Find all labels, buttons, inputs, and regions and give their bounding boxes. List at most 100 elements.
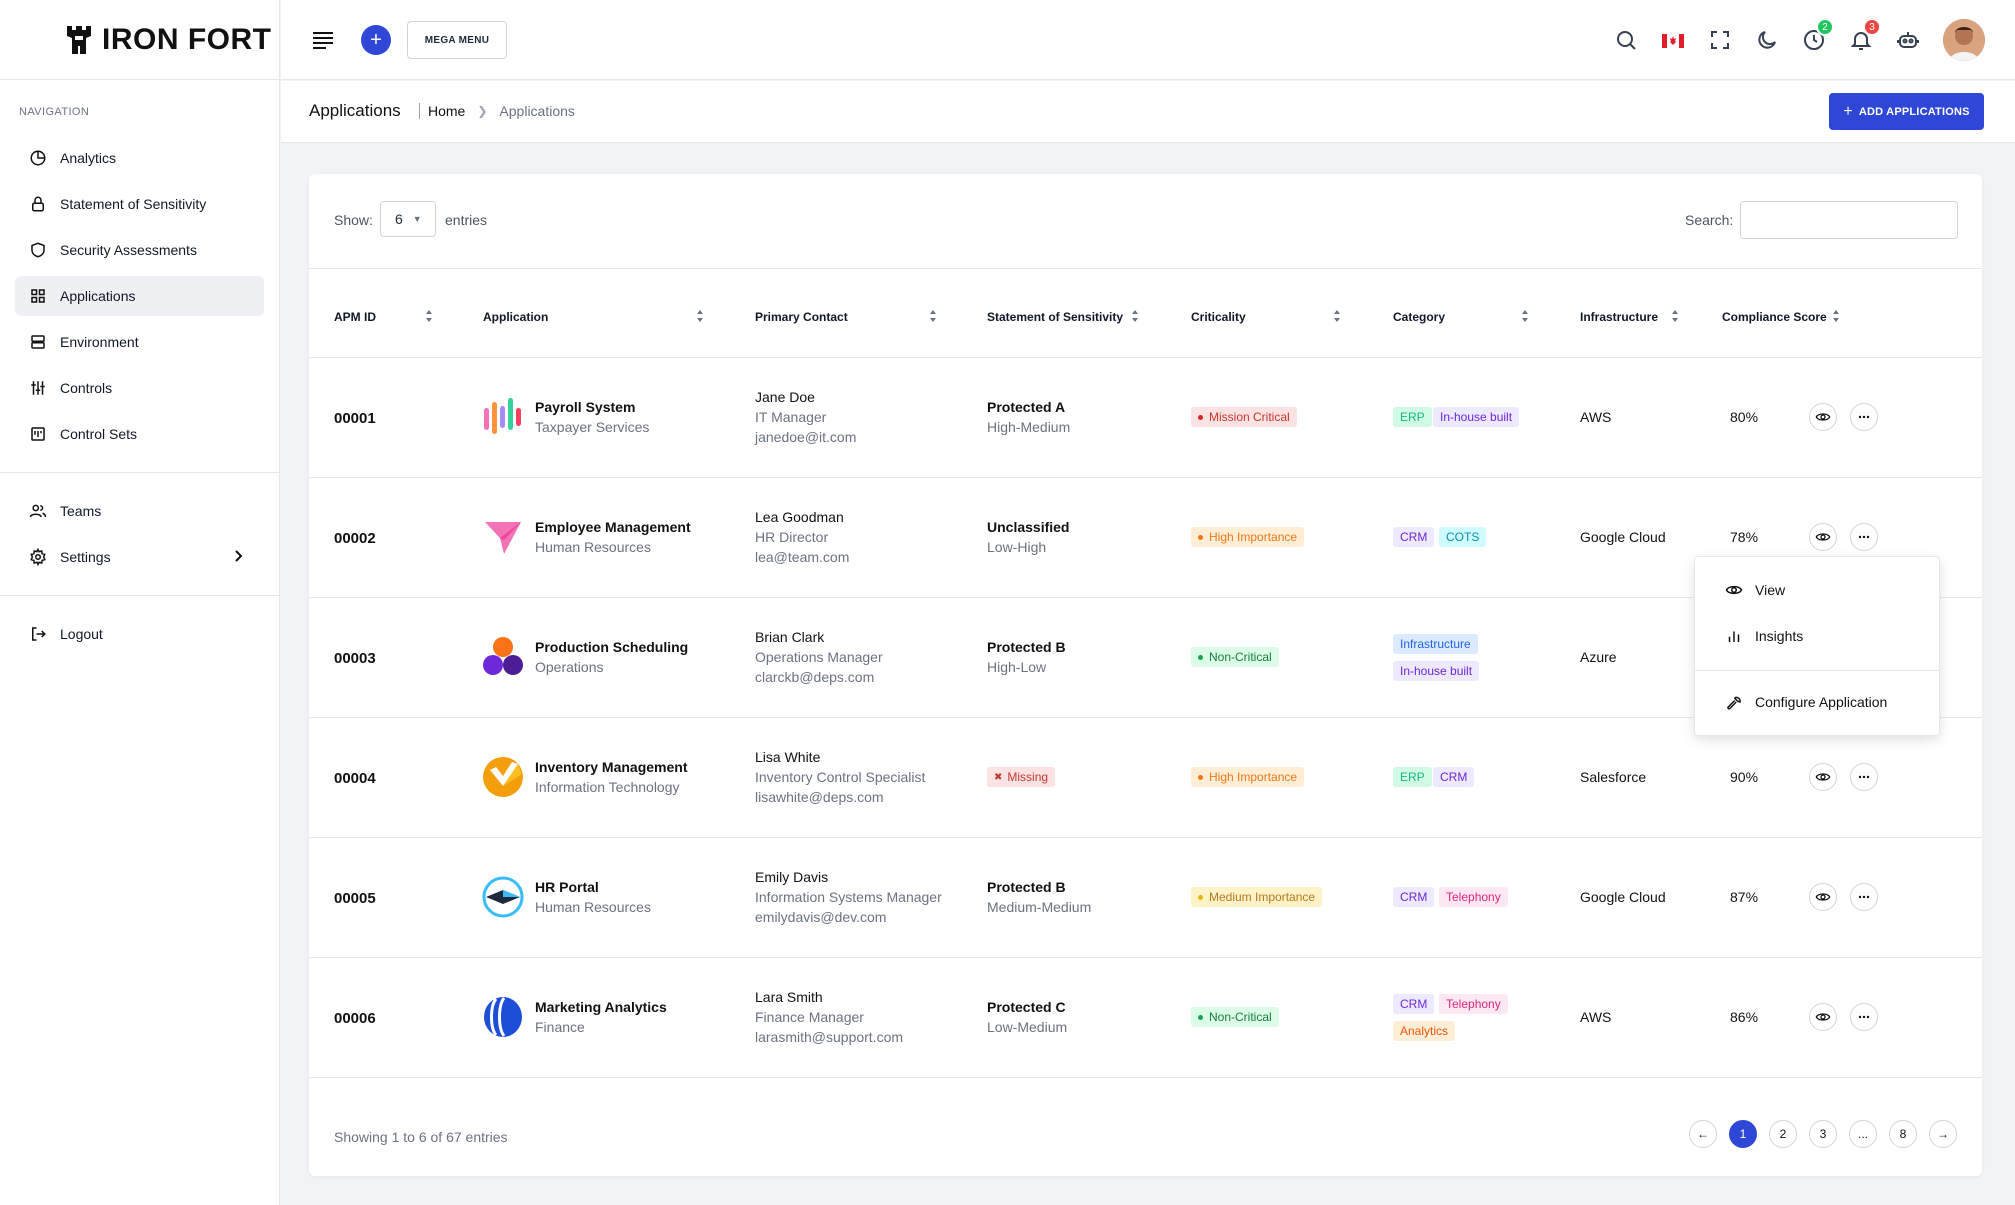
- application-name[interactable]: Inventory Management: [535, 759, 688, 775]
- mega-menu-button[interactable]: MEGA MENU: [407, 21, 507, 59]
- contact-name: Emily Davis: [755, 869, 829, 885]
- infrastructure: Google Cloud: [1580, 889, 1666, 905]
- board-icon: [29, 425, 47, 443]
- brand-logo[interactable]: IRON FORT: [0, 0, 279, 80]
- column-header-criticality[interactable]: Criticality: [1191, 310, 1246, 324]
- more-actions-button[interactable]: [1850, 763, 1878, 791]
- more-actions-button[interactable]: [1850, 523, 1878, 551]
- application-name[interactable]: Payroll System: [535, 399, 636, 415]
- contact-name: Brian Clark: [755, 629, 825, 645]
- application-name[interactable]: Production Scheduling: [535, 639, 689, 655]
- sidebar-item-statement-of-sensitivity[interactable]: Statement of Sensitivity: [15, 184, 264, 224]
- menu-item-label: Insights: [1755, 628, 1804, 644]
- moon-icon[interactable]: [1755, 28, 1779, 52]
- contact-email[interactable]: clarckb@deps.com: [755, 669, 875, 685]
- fullscreen-icon[interactable]: [1708, 28, 1732, 52]
- next-page-button[interactable]: →: [1929, 1120, 1957, 1148]
- sidebar-item-controls[interactable]: Controls: [15, 368, 264, 408]
- column-header-application[interactable]: Application: [483, 310, 549, 324]
- contact-email[interactable]: lea@team.com: [755, 549, 850, 565]
- view-button[interactable]: [1809, 403, 1837, 431]
- page-button[interactable]: 1: [1729, 1120, 1757, 1148]
- view-button[interactable]: [1809, 1003, 1837, 1031]
- table-row[interactable]: 00005 HR Portal Human Resources Emily Da…: [309, 838, 1982, 958]
- sort-icon[interactable]: [425, 309, 433, 323]
- chevron-right-icon: [235, 550, 243, 562]
- column-header-compliance-score[interactable]: Compliance Score: [1722, 310, 1827, 324]
- column-header-infrastructure[interactable]: Infrastructure: [1580, 310, 1659, 324]
- sort-icon[interactable]: [929, 309, 937, 323]
- column-header-statement-of-sensitivity[interactable]: Statement of Sensitivity: [987, 310, 1124, 324]
- sidebar-item-control-sets[interactable]: Control Sets: [15, 414, 264, 454]
- add-applications-button[interactable]: + ADD APPLICATIONS: [1829, 93, 1984, 130]
- table-row[interactable]: 00001 Payroll System Taxpayer Services J…: [309, 358, 1982, 478]
- sidebar-item-applications[interactable]: Applications: [15, 276, 264, 316]
- prev-page-button[interactable]: ←: [1689, 1120, 1717, 1148]
- sidebar-item-security-assessments[interactable]: Security Assessments: [15, 230, 264, 270]
- application-name[interactable]: HR Portal: [535, 879, 599, 895]
- application-name[interactable]: Marketing Analytics: [535, 999, 667, 1015]
- contact-email[interactable]: larasmith@support.com: [755, 1029, 904, 1045]
- column-header-apm-id[interactable]: APM ID: [334, 310, 376, 324]
- menu-item-insights[interactable]: Insights: [1725, 627, 1803, 645]
- more-actions-button[interactable]: [1850, 1003, 1878, 1031]
- table-row[interactable]: 00003 Production Scheduling Operations B…: [309, 598, 1982, 718]
- contact-role: IT Manager: [755, 409, 827, 425]
- row-actions-menu: View Insights Configure Application: [1694, 556, 1940, 736]
- bot-icon[interactable]: [1896, 28, 1920, 52]
- page-button[interactable]: 2: [1769, 1120, 1797, 1148]
- contact-role: Inventory Control Specialist: [755, 769, 926, 785]
- breadcrumb-home[interactable]: Home: [419, 103, 465, 119]
- sort-icon[interactable]: [1671, 309, 1679, 323]
- more-actions-button[interactable]: [1850, 403, 1878, 431]
- application-name[interactable]: Employee Management: [535, 519, 691, 535]
- table-row[interactable]: 00006 Marketing Analytics Finance Lara S…: [309, 958, 1982, 1078]
- divider: [0, 595, 279, 596]
- sensitivity-level: Protected B: [987, 639, 1066, 655]
- bell-icon[interactable]: 3: [1849, 18, 1881, 52]
- column-header-primary-contact[interactable]: Primary Contact: [755, 310, 848, 324]
- view-button[interactable]: [1809, 523, 1837, 551]
- sidebar-item-logout[interactable]: Logout: [15, 614, 264, 654]
- search-input[interactable]: [1740, 201, 1958, 239]
- contact-email[interactable]: janedoe@it.com: [755, 429, 857, 445]
- table-row[interactable]: 00004 Inventory Management Information T…: [309, 718, 1982, 838]
- sensitivity-rating: High-Medium: [987, 419, 1071, 435]
- category-badge: Telephony: [1439, 887, 1508, 907]
- sort-icon[interactable]: [1521, 309, 1529, 323]
- sidebar-item-teams[interactable]: Teams: [15, 491, 264, 531]
- sort-icon[interactable]: [1131, 309, 1139, 323]
- avatar[interactable]: [1943, 19, 1985, 61]
- menu-toggle-icon[interactable]: [312, 30, 334, 50]
- sidebar-item-analytics[interactable]: Analytics: [15, 138, 264, 178]
- activity-icon[interactable]: 2: [1802, 18, 1834, 52]
- sidebar-item-label: Statement of Sensitivity: [60, 196, 207, 212]
- view-button[interactable]: [1809, 883, 1837, 911]
- column-header-category[interactable]: Category: [1393, 310, 1446, 324]
- sort-icon[interactable]: [1832, 309, 1840, 323]
- apm-id: 00005: [334, 890, 376, 907]
- table-row[interactable]: 00002 Employee Management Human Resource…: [309, 478, 1982, 598]
- gear-icon: [29, 548, 47, 566]
- users-icon: [29, 502, 47, 520]
- view-button[interactable]: [1809, 763, 1837, 791]
- page-button[interactable]: 8: [1889, 1120, 1917, 1148]
- more-horizontal-icon: [1858, 775, 1870, 779]
- menu-item-view[interactable]: View: [1725, 581, 1785, 599]
- sidebar-item-environment[interactable]: Environment: [15, 322, 264, 362]
- quick-add-button[interactable]: +: [361, 25, 391, 55]
- grid-icon: [29, 287, 47, 305]
- sort-icon[interactable]: [696, 309, 704, 323]
- sort-icon[interactable]: [1333, 309, 1341, 323]
- contact-role: Information Systems Manager: [755, 889, 942, 905]
- contact-email[interactable]: emilydavis@dev.com: [755, 909, 887, 925]
- sidebar-item-settings[interactable]: Settings: [15, 537, 264, 577]
- contact-email[interactable]: lisawhite@deps.com: [755, 789, 884, 805]
- eye-icon: [1815, 1013, 1831, 1021]
- menu-item-configure-application[interactable]: Configure Application: [1725, 693, 1887, 711]
- search-icon[interactable]: [1614, 28, 1638, 52]
- more-actions-button[interactable]: [1850, 883, 1878, 911]
- page-button[interactable]: 3: [1809, 1120, 1837, 1148]
- entries-select[interactable]: 6 ▼: [380, 201, 436, 237]
- canada-flag-icon[interactable]: [1661, 28, 1685, 52]
